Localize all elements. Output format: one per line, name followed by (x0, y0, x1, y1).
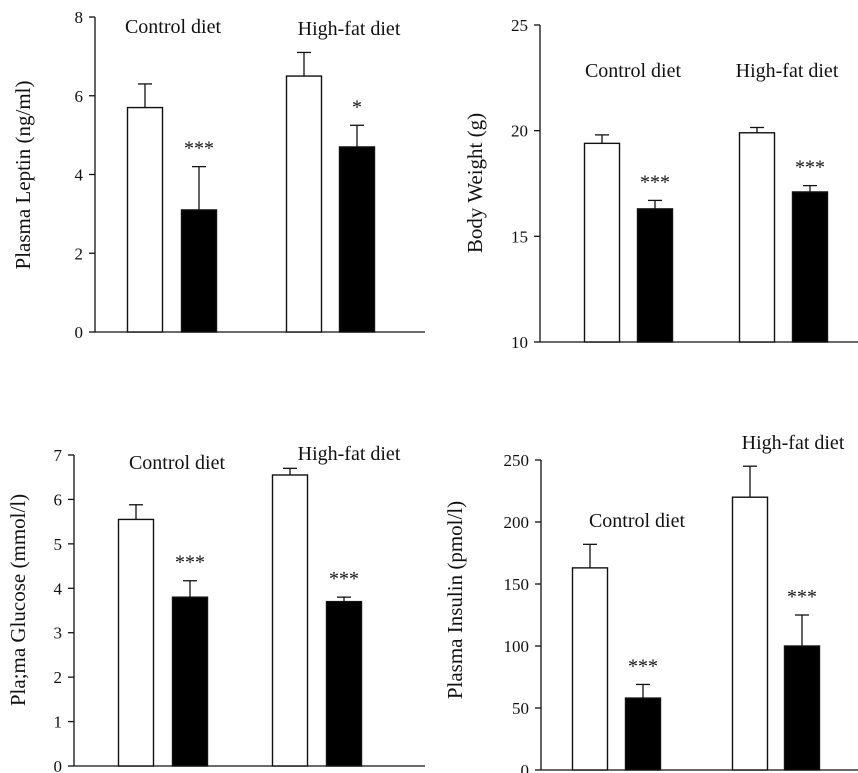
category-label: High-fat diet (298, 443, 401, 465)
y-tick-label: 200 (504, 513, 530, 532)
y-tick-label: 0 (54, 757, 63, 773)
category-label: Control diet (129, 452, 226, 474)
significance-label: * (352, 96, 362, 118)
y-tick-label: 3 (54, 624, 63, 643)
category-label: Control diet (125, 16, 222, 38)
significance-label: *** (795, 157, 825, 179)
y-tick-label: 20 (511, 122, 528, 141)
bar (117, 518, 155, 767)
bar (571, 567, 609, 771)
significance-label: *** (184, 138, 214, 160)
y-axis-title: Pla;ma Glucose (mmol/l) (6, 494, 30, 706)
bar (636, 208, 674, 343)
bar (783, 645, 821, 771)
y-tick-label: 150 (504, 575, 530, 594)
y-tick-label: 0 (75, 323, 84, 342)
y-axis-title: Body Weight (g) (463, 113, 487, 253)
significance-label: *** (628, 655, 658, 677)
y-tick-label: 6 (54, 490, 63, 509)
y-tick-label: 2 (75, 244, 84, 263)
bar (338, 146, 376, 333)
y-tick-label: 15 (511, 227, 528, 246)
bar (583, 142, 621, 343)
bar (180, 209, 218, 333)
y-tick-label: 8 (75, 8, 84, 27)
bar (624, 697, 662, 771)
category-label: High-fat diet (736, 60, 839, 82)
category-label: Control diet (585, 60, 682, 82)
y-tick-label: 5 (54, 535, 63, 554)
chart-panel: 10 15 20 25 Body Weight (g) Control diet High-… (463, 16, 858, 352)
y-tick-label: 4 (54, 579, 63, 598)
chart-panel: 0 50 100 150 200 250 Plasma Insulin (pmol/l) Co… (443, 432, 858, 773)
y-tick-label: 50 (512, 699, 529, 718)
significance-label: *** (787, 586, 817, 608)
bar (791, 191, 829, 343)
y-axis-title: Plasma Leptin (ng/ml) (11, 81, 35, 270)
bar (738, 132, 776, 343)
y-tick-label: 25 (511, 16, 528, 35)
bar (285, 75, 323, 333)
y-tick-label: 7 (54, 446, 63, 465)
bar (171, 596, 209, 767)
bar (271, 474, 309, 767)
bar (731, 496, 769, 771)
category-label: Control diet (589, 510, 686, 532)
y-tick-label: 6 (75, 87, 84, 106)
y-tick-label: 250 (504, 451, 530, 470)
y-tick-label: 10 (511, 333, 528, 352)
significance-label: *** (175, 552, 205, 574)
chart-panel: 0 1 2 3 4 5 6 7 Pla;ma Glucose (mmol/l) Control d… (6, 443, 425, 773)
significance-label: *** (640, 171, 670, 193)
category-label: High-fat diet (742, 432, 845, 454)
bar (325, 600, 363, 767)
y-tick-label: 2 (54, 668, 63, 687)
bar (126, 106, 164, 333)
y-tick-label: 0 (521, 761, 530, 773)
y-tick-label: 4 (75, 166, 84, 185)
y-axis-title: Plasma Insulin (pmol/l) (443, 501, 467, 699)
category-label: High-fat diet (298, 18, 401, 40)
y-tick-label: 100 (504, 637, 530, 656)
y-tick-label: 1 (54, 713, 63, 732)
significance-label: *** (329, 568, 359, 590)
chart-panel: 0 2 4 6 8 Plasma Leptin (ng/ml) Control diet Hi… (11, 8, 425, 342)
